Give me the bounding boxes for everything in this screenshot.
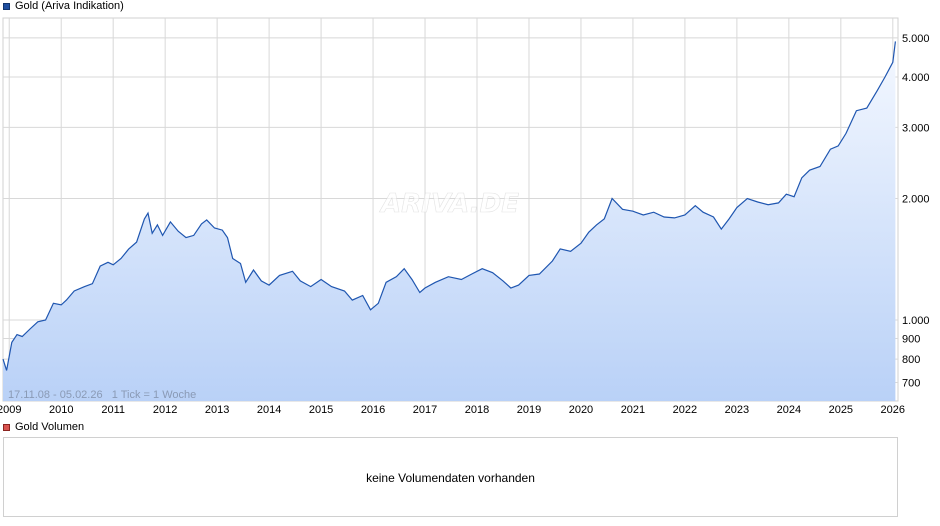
x-tick-label: 2018: [465, 404, 489, 416]
x-axis: 2009 2010 2011 2012 2013 2014 2015 2016 2017 2018…: [0, 404, 905, 416]
x-tick-label: 2014: [257, 404, 281, 416]
price-area-fill: [3, 41, 896, 402]
x-tick-label: 2019: [517, 404, 541, 416]
x-tick-label: 2012: [153, 404, 177, 416]
y-tick-label: 900: [902, 333, 920, 345]
volume-legend-label: Gold Volumen: [15, 421, 85, 433]
volume-empty-message: keine Volumendaten vorhanden: [366, 471, 535, 485]
x-tick-label: 2010: [49, 404, 73, 416]
x-tick-label: 2015: [309, 404, 333, 416]
price-line: [2, 41, 896, 371]
price-legend-swatch: [3, 3, 10, 10]
watermark: ARIVA.DE: [379, 189, 519, 219]
x-tick-label: 2025: [829, 404, 853, 416]
volume-legend-swatch: [3, 424, 10, 431]
x-tick-label: 2009: [0, 404, 21, 416]
x-tick-label: 2024: [777, 404, 801, 416]
x-tick-label: 2022: [673, 404, 697, 416]
y-tick-label: 4.000: [902, 72, 930, 84]
x-tick-label: 2021: [621, 404, 645, 416]
x-tick-label: 2017: [413, 404, 437, 416]
price-chart[interactable]: ARIVA.DE 700 800 900 1.000 2.000 3.000 4.000 5.…: [0, 0, 940, 420]
y-tick-label: 700: [902, 378, 920, 390]
x-tick-label: 2011: [101, 404, 125, 416]
y-tick-label: 2.000: [902, 193, 930, 205]
x-tick-label: 2016: [361, 404, 385, 416]
y-tick-label: 800: [902, 354, 920, 366]
y-axis: 700 800 900 1.000 2.000 3.000 4.000 5.000: [902, 33, 930, 390]
volume-panel: keine Volumendaten vorhanden: [3, 437, 898, 517]
x-tick-label: 2026: [881, 404, 905, 416]
x-tick-label: 2020: [569, 404, 593, 416]
y-tick-label: 5.000: [902, 33, 930, 45]
x-tick-label: 2023: [725, 404, 749, 416]
volume-legend: Gold Volumen: [3, 421, 84, 434]
price-legend: Gold (Ariva Indikation): [3, 0, 124, 13]
y-tick-label: 1.000: [902, 315, 930, 327]
price-legend-label: Gold (Ariva Indikation): [15, 0, 124, 12]
x-tick-label: 2013: [205, 404, 229, 416]
info-text: 17.11.08 - 05.02.26 1 Tick = 1 Woche: [8, 389, 196, 401]
y-tick-label: 3.000: [902, 122, 930, 134]
